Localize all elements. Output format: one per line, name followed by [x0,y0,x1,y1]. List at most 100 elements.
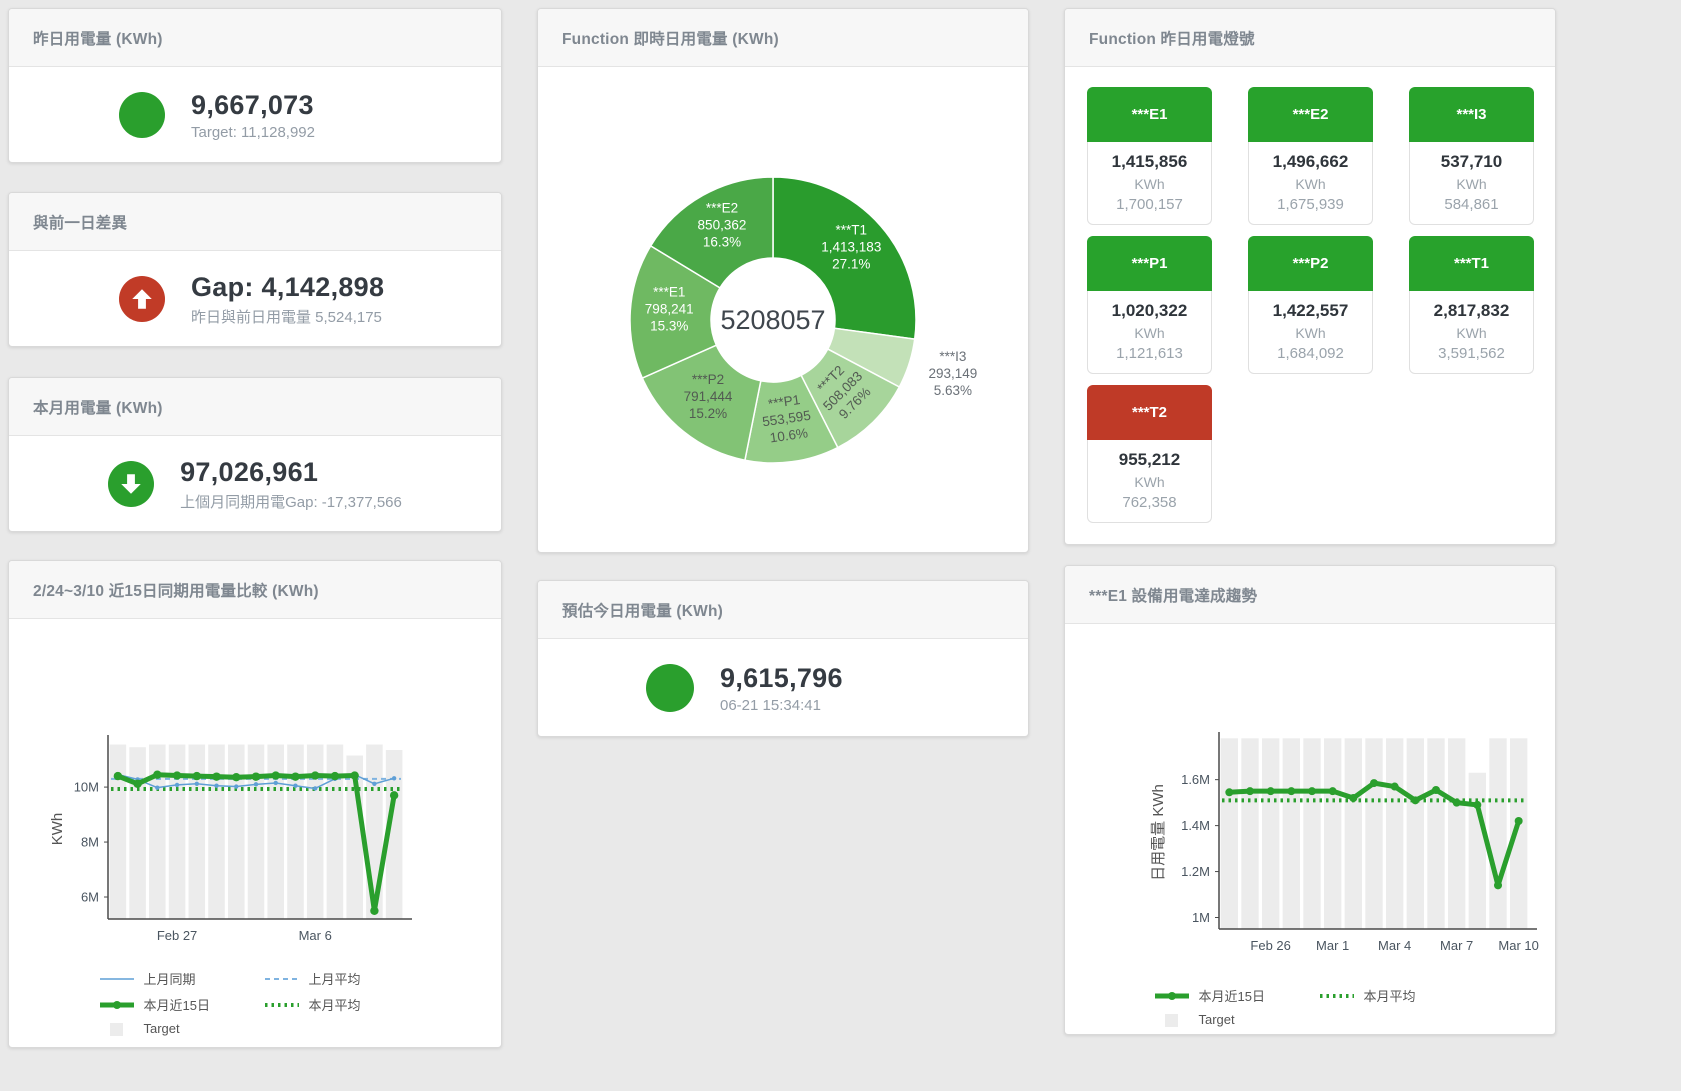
legend-swatch [1319,993,1354,998]
light-tile-unit: KWh [1456,325,1487,341]
light-tile-value: 2,817,832 [1433,301,1510,320]
card-realtime-donut: Function 即時日用電量 (KWh) ***T1 1,413,183 27.1… [537,8,1029,553]
legend-label: 本月平均 [308,998,361,1013]
donut-center-total: 5208057 [720,305,825,335]
x-tick-label: Feb 26 [1250,938,1290,953]
y-tick-label: 10M [74,780,99,795]
light-tile-unit: KWh [1295,325,1326,341]
series-marker [389,791,399,800]
legend-swatch [99,977,134,980]
card-title: Function 昨日用電燈號 [1065,9,1555,67]
target-bar [366,744,383,919]
legend-item: Target [1153,1012,1318,1027]
light-tile-unit: KWh [1134,325,1165,341]
series-marker [1328,787,1337,796]
legend-label: 本月近15日 [1198,989,1265,1004]
card-status-lights: Function 昨日用電燈號 ***E1 1,415,856 KWh 1,700,1… [1064,8,1556,545]
series-marker [1266,787,1275,796]
card-day-gap: 與前一日差異 Gap: 4,142,898 昨日與前日用電量 5,524,175 [8,192,502,347]
y-tick-label: 1.4M [1181,818,1210,833]
card-today-estimate: 預估今日用電量 (KWh) 9,615,796 06-21 15:34:41 [537,580,1029,737]
legend-label: 本月近15日 [143,998,210,1013]
target-bar [1406,738,1425,929]
series-marker [172,771,182,780]
light-tile-body: 1,415,856 KWh 1,700,157 [1087,142,1212,225]
stat-body: 9,615,796 06-21 15:34:41 [538,639,1028,736]
series-marker [1390,782,1399,791]
legend-label: 本月平均 [1363,989,1416,1004]
target-bar [227,744,245,919]
series-marker [291,772,300,781]
series-marker [370,906,379,915]
light-tile: ***I3 537,710 KWh 584,861 [1409,87,1534,225]
legend-label: 上月平均 [308,972,361,987]
y-tick-label: 8M [81,835,99,850]
series-marker [391,776,397,781]
dashboard: 昨日用電量 (KWh) 9,667,073 Target: 11,128,992… [8,8,1556,1048]
donut-chart-host: ***T1 1,413,183 27.1% ***I3 293,149 5.63% ***T… [538,67,1028,552]
light-tile-target: 1,700,157 [1116,196,1183,213]
target-bar [1323,738,1342,929]
trend-chart-host: 1M 1.2M 1.4M 1.6M Feb 26 Mar 1 Mar 4 Mar 7 Mar 1… [1065,624,1555,1027]
legend-label: Target [1198,1012,1235,1027]
target-bar [267,744,285,919]
arrow-down-glyph [121,474,141,494]
donut-slice-label: ***E2 850,362 16.3% [698,200,747,249]
light-tile-name: ***T1 [1409,236,1534,291]
donut-slice-label: ***I3 293,149 5.63% [929,349,978,398]
series-marker [1411,796,1420,805]
light-tile-target: 584,861 [1444,196,1499,213]
x-tick-label: Mar 10 [1498,938,1538,953]
legend-label: 上月同期 [143,972,196,987]
target-bar [1344,738,1363,929]
target-bar [1447,738,1466,929]
donut-slice-label: ***E1 798,241 15.3% [645,284,694,333]
series-marker [372,781,377,786]
legend-item: 上月平均 [263,969,413,988]
target-bar [1509,738,1528,929]
legend-swatch [99,1000,134,1009]
series-marker [350,771,359,780]
light-tile-body: 537,710 KWh 584,861 [1409,142,1534,225]
light-tile-name: ***E1 [1087,87,1212,142]
target-bar [1468,772,1487,929]
series-marker [273,780,278,786]
comparison-chart: 6M 8M 10M Feb 27 Mar 6 KWh [49,735,412,943]
target-bar [1427,738,1445,929]
card-title: 預估今日用電量 (KWh) [538,581,1028,639]
arrow-down-icon [108,461,155,507]
target-bar [1385,738,1404,929]
light-tile-body: 2,817,832 KWh 3,591,562 [1409,291,1534,374]
light-tile-name: ***I3 [1409,87,1534,142]
series-marker [311,771,320,780]
light-tile-value: 955,212 [1118,450,1181,469]
y-tick-label: 1M [1192,910,1210,925]
target-bar [287,744,304,919]
light-tile: ***T2 955,212 KWh 762,358 [1087,385,1212,523]
status-circle-icon [646,664,694,712]
light-tile-target: 1,675,939 [1277,196,1344,213]
target-bar [1489,738,1507,929]
light-tile-value: 1,415,856 [1111,152,1188,171]
stat-subtitle: 06-21 15:34:41 [720,696,821,714]
series-marker [113,771,123,781]
x-tick-label: Mar 1 [1316,938,1349,953]
series-marker [293,783,298,788]
light-tile-name: ***P1 [1087,236,1212,291]
legend-swatch [109,1022,123,1036]
light-tile-unit: KWh [1456,176,1487,192]
legend-label: Target [143,1021,180,1036]
card-title: ***E1 設備用電達成趨勢 [1065,566,1555,624]
x-tick-label: Mar 7 [1440,938,1473,953]
card-title: 本月用電量 (KWh) [9,378,501,436]
donut-slice-label: ***P2 791,444 15.2% [684,372,733,421]
target-bar [188,744,206,919]
stat-subtitle: 昨日與前日用電量 5,524,175 [191,308,382,326]
target-bar [1261,738,1280,929]
light-tile-unit: KWh [1295,176,1326,192]
y-axis-label: KWh [49,813,66,846]
x-tick-label: Mar 6 [299,928,332,943]
series-marker [214,783,219,788]
light-tile-body: 1,020,322 KWh 1,121,613 [1087,291,1212,374]
stat-value: 9,667,073 [191,89,314,120]
